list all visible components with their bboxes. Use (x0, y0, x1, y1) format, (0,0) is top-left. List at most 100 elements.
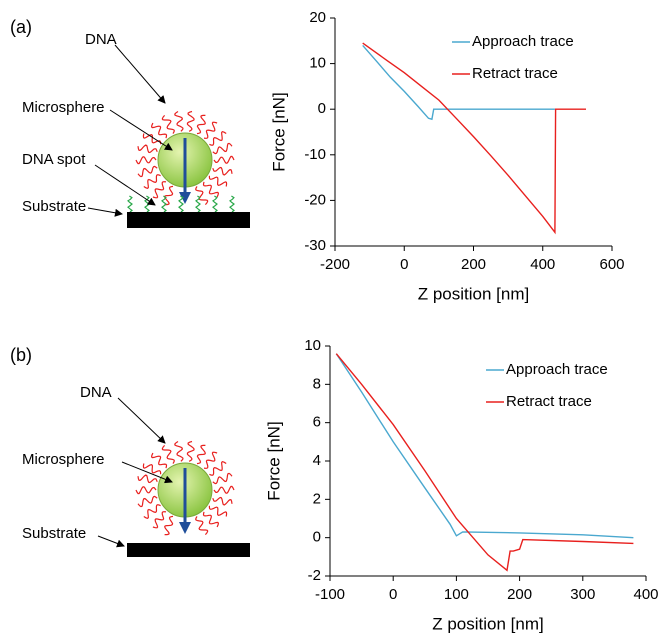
substrate (127, 543, 250, 557)
dna-strand (213, 485, 235, 494)
diagram-label: Substrate (22, 198, 86, 215)
dna-strand (195, 186, 209, 205)
dna-strand (209, 461, 227, 476)
y-tick-label: -2 (308, 567, 321, 584)
legend-label: Approach trace (506, 361, 608, 378)
pointer-arrow (109, 109, 173, 151)
dna-strand (137, 165, 158, 178)
dna-strand (212, 142, 233, 155)
dna-strand (137, 495, 158, 508)
y-axis-label: Force [nN] (269, 92, 288, 171)
dna-strand (212, 472, 233, 485)
x-axis-label: Z position [nm] (432, 614, 544, 633)
diagram (97, 397, 250, 557)
y-tick-label: 0 (313, 529, 321, 546)
dna-strand (142, 463, 162, 475)
panel-label: (a) (10, 17, 32, 37)
x-tick-label: -200 (320, 256, 350, 273)
x-tick-label: 400 (530, 256, 555, 273)
dna-strand (143, 174, 161, 189)
diagram-label: DNA (80, 384, 112, 401)
dna-spot (178, 195, 184, 213)
diagram (87, 44, 250, 228)
x-tick-label: 0 (389, 586, 397, 603)
data-line (362, 44, 555, 121)
y-tick-label: -10 (304, 146, 326, 163)
legend-label: Retract trace (506, 393, 592, 410)
y-tick-label: 2 (313, 490, 321, 507)
dna-strand (203, 121, 218, 139)
diagram-label: Substrate (22, 525, 86, 542)
x-tick-label: 200 (507, 586, 532, 603)
x-tick-label: 100 (444, 586, 469, 603)
dna-strand (202, 511, 220, 528)
dna-strand (161, 445, 175, 464)
dna-strand (202, 181, 220, 198)
dna-strand (174, 441, 184, 462)
dna-strand (135, 156, 157, 165)
y-tick-label: -20 (304, 191, 326, 208)
x-tick-label: 400 (633, 586, 658, 603)
pointer-arrow (94, 164, 156, 206)
data-line (335, 353, 634, 539)
y-tick-label: 8 (313, 375, 321, 392)
dna-strand (152, 181, 167, 199)
panel-label: (b) (10, 345, 32, 365)
x-tick-label: 200 (461, 256, 486, 273)
dna-strand (174, 111, 184, 132)
dna-strand (150, 122, 168, 139)
dna-spot (127, 195, 133, 213)
data-line (335, 353, 634, 572)
dna-strand (186, 110, 195, 132)
dna-strand (161, 115, 175, 134)
y-tick-label: 10 (309, 55, 326, 72)
dna-strand (212, 166, 233, 176)
dna-strand (196, 444, 206, 465)
y-tick-label: 20 (309, 9, 326, 26)
pointer-arrow (117, 397, 166, 444)
dna-spot (212, 195, 218, 213)
dna-strand (186, 440, 195, 462)
y-tick-label: 0 (318, 100, 326, 117)
dna-strand (152, 511, 167, 529)
y-tick-label: -30 (304, 237, 326, 254)
x-axis-label: Z position [nm] (418, 284, 530, 303)
x-tick-label: 0 (400, 256, 408, 273)
dna-strand (195, 516, 209, 535)
dna-strand (209, 131, 227, 146)
diagram-label: Microsphere (22, 451, 105, 468)
y-tick-label: 4 (313, 452, 321, 469)
x-tick-label: -100 (315, 586, 345, 603)
dna-strand (164, 515, 174, 536)
diagram-label: DNA spot (22, 151, 86, 168)
substrate (127, 212, 250, 228)
dna-strand (137, 144, 158, 154)
pointer-arrow (97, 535, 125, 548)
dna-spot (195, 195, 201, 213)
dna-strand (142, 133, 162, 145)
pointer-arrow (87, 207, 123, 217)
dna-strand (164, 185, 174, 206)
x-tick-label: 300 (570, 586, 595, 603)
y-tick-label: 6 (313, 414, 321, 431)
dna-strand (143, 504, 161, 519)
dna-strand (203, 451, 218, 469)
dna-strand (196, 114, 206, 135)
x-tick-label: 600 (599, 256, 624, 273)
diagram-label: DNA (85, 31, 117, 48)
dna-strand (150, 452, 168, 469)
pointer-arrow (114, 44, 166, 104)
dna-spot (229, 195, 235, 213)
pointer-arrow (121, 461, 173, 484)
dna-strand (135, 486, 157, 495)
dna-strand (212, 496, 233, 506)
dna-spot (161, 195, 167, 213)
dna-strand (208, 505, 228, 517)
diagram-label: Microsphere (22, 99, 105, 116)
data-line (362, 42, 586, 235)
dna-strand (213, 155, 235, 164)
y-tick-label: 10 (304, 337, 321, 354)
y-axis-label: Force [nN] (264, 421, 283, 500)
legend-label: Retract trace (472, 65, 558, 82)
